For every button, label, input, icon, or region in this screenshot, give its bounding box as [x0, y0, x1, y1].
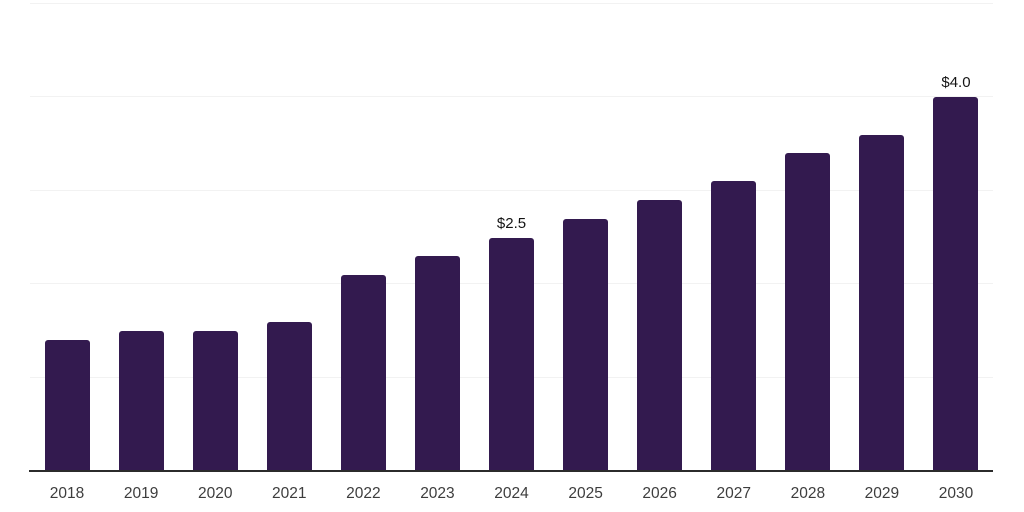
bar-group-2018: [30, 4, 104, 471]
x-tick-label-2026: 2026: [642, 485, 677, 502]
bar-value-label-2024: $2.5: [496, 214, 527, 232]
x-tick-label-2019: 2019: [123, 485, 159, 502]
x-axis-tick-labels: 2018 2019 2020 2021 2022 2023 2024 2025 2026 2027…: [30, 473, 993, 502]
x-tick-label-2020: 2020: [197, 485, 233, 502]
bar-group-2030: $4.0: [919, 4, 993, 471]
bar-2022: [340, 274, 386, 471]
bar-group-2023: [400, 4, 474, 471]
bar-2029: [859, 134, 905, 471]
x-tick-label-2023: 2023: [420, 485, 455, 502]
bars-container: $2.5 $4.0: [30, 4, 993, 471]
x-tick-label-2030: 2030: [938, 485, 974, 502]
bar-group-2022: [326, 4, 400, 471]
bar-group-2029: [845, 4, 919, 471]
bar-group-2024: $2.5: [474, 4, 548, 471]
bar-group-2028: [771, 4, 845, 471]
bar-group-2026: [623, 4, 697, 471]
bar-2030: $4.0: [933, 75, 979, 471]
x-axis-line: [29, 470, 993, 472]
x-tick-label-2018: 2018: [49, 485, 85, 502]
bar-value-label-2030: $4.0: [941, 74, 971, 92]
x-tick-label-2025: 2025: [568, 485, 603, 502]
bar-2021: [266, 321, 312, 471]
bar-2024: $2.5: [489, 216, 534, 471]
bar-group-2020: [178, 4, 252, 471]
bar-2026: [637, 200, 683, 471]
plot-area: $2.5 $4.0: [29, 3, 993, 472]
bar-group-2025: [549, 4, 623, 471]
bar-2020: [192, 330, 238, 471]
x-tick-label-2021: 2021: [272, 485, 307, 502]
bar-2027: [711, 181, 757, 471]
x-tick-label-2024: 2024: [494, 485, 529, 502]
bar-group-2027: [697, 4, 771, 471]
gridline-5: [30, 3, 993, 4]
bar-group-2021: [252, 4, 326, 471]
gridline-4: [30, 96, 993, 98]
bar-2019: [118, 330, 164, 471]
x-tick-label-2027: 2027: [716, 485, 751, 502]
bar-2028: [785, 153, 831, 471]
bar-2025: [563, 218, 609, 471]
x-tick-label-2029: 2029: [864, 485, 900, 502]
bar-2023: [414, 256, 460, 471]
bar-group-2019: [104, 4, 178, 471]
gridline-3: [30, 189, 993, 191]
x-tick-label-2022: 2022: [346, 485, 381, 502]
bar-2018: [44, 340, 90, 471]
x-tick-label-2028: 2028: [790, 485, 826, 502]
